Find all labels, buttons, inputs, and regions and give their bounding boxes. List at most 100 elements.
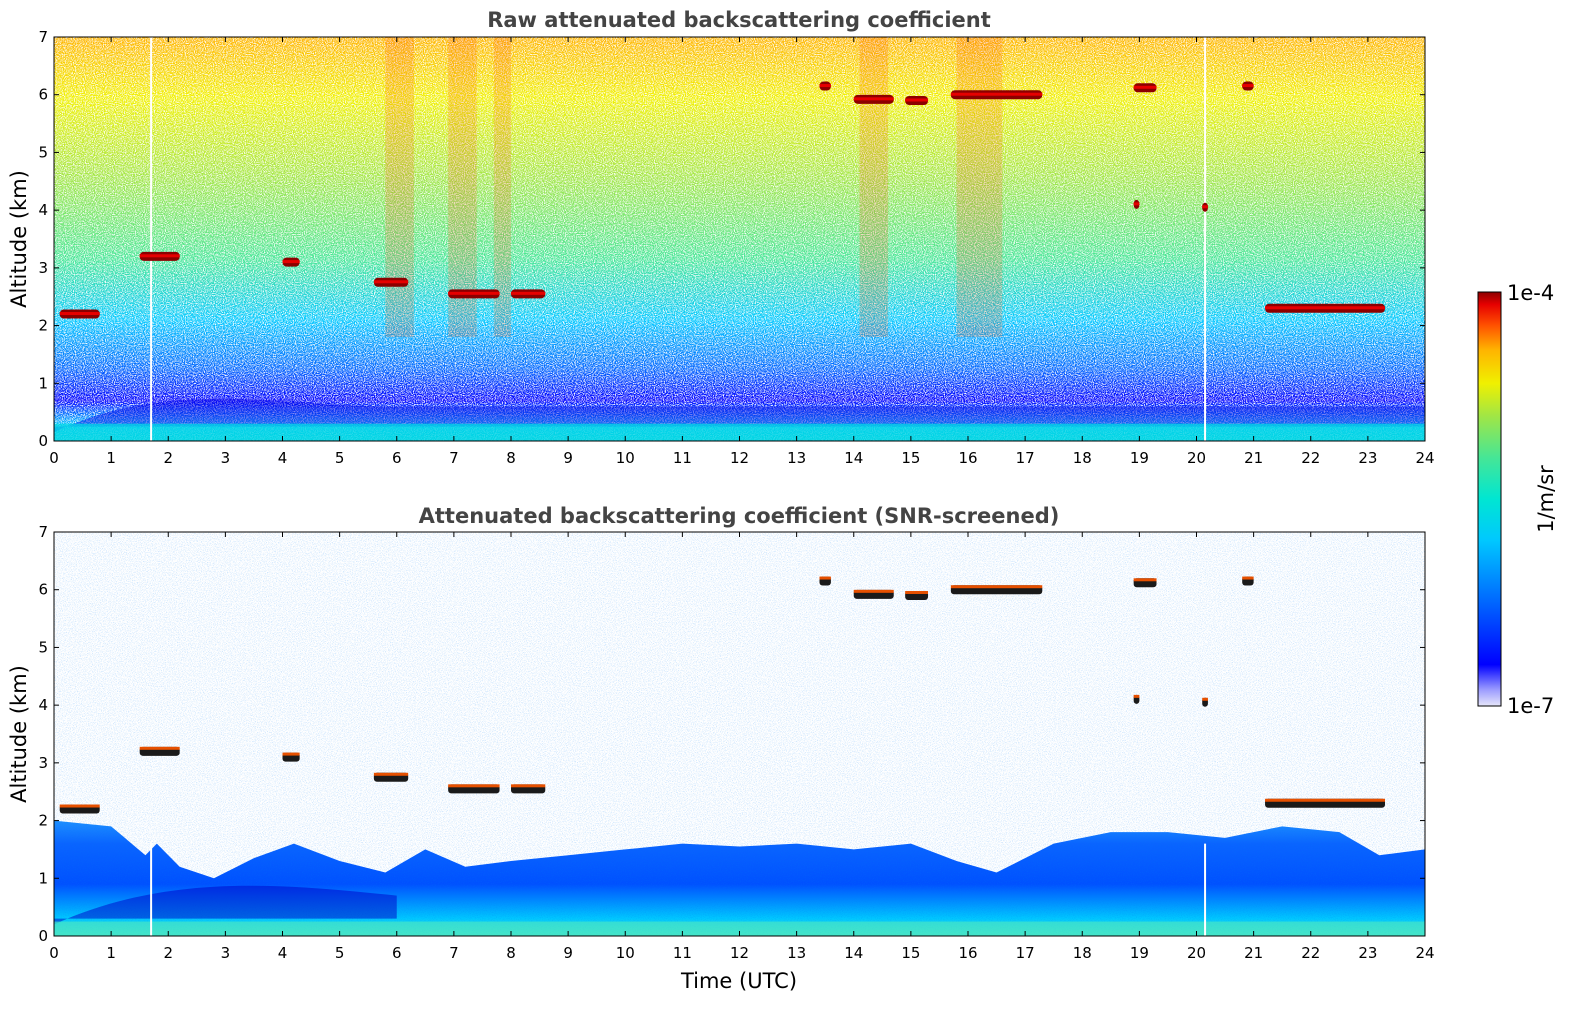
screened-panel-title: Attenuated backscattering coefficient (S…	[419, 504, 1060, 528]
x-tick-label: 24	[1415, 449, 1434, 467]
x-tick-label: 6	[392, 449, 402, 467]
screened-noise	[54, 532, 1425, 936]
x-tick-label: 11	[673, 449, 692, 467]
raw-streaks	[54, 37, 1425, 441]
y-tick-label: 4	[38, 201, 48, 219]
cloud-layer-edge	[819, 576, 831, 580]
x-tick-label: 1	[106, 449, 116, 467]
x-tick-label: 14	[844, 944, 863, 962]
raw-noise	[54, 37, 1425, 441]
x-axis-label: Time (UTC)	[680, 969, 797, 993]
x-tick-label: 12	[730, 944, 749, 962]
y-tick-label: 5	[38, 143, 48, 161]
x-tick-label: 19	[1130, 449, 1149, 467]
cloud-layer-edge	[819, 84, 831, 88]
y-tick-label: 7	[38, 523, 48, 541]
x-tick-label: 2	[163, 944, 173, 962]
cloud-layer-edge	[950, 92, 1043, 96]
x-tick-label: 21	[1244, 449, 1263, 467]
cloud-layer-edge	[1133, 694, 1140, 698]
x-tick-label: 23	[1358, 449, 1377, 467]
y-tick-label: 0	[38, 432, 48, 450]
x-tick-label: 15	[901, 449, 920, 467]
cloud-layer-edge	[448, 291, 500, 295]
x-tick-label: 7	[449, 449, 459, 467]
colorbar: 1e-4 1e-7 1/m/sr	[1477, 281, 1558, 718]
cloud-layer-edge	[282, 752, 300, 756]
cloud-layer-edge	[59, 804, 100, 808]
x-tick-label: 13	[787, 944, 806, 962]
colorbar-bottom-label: 1e-7	[1507, 694, 1554, 718]
colorbar-ramp	[1477, 291, 1502, 707]
cloud-layer-edge	[905, 590, 929, 594]
raw-axes-ticks: 0 1 2 3 4 5 6 7 8 9 10 11 12 13 14 15 16 17 18 19 20 21 22 23 24…	[38, 28, 1434, 467]
x-tick-label: 11	[673, 944, 692, 962]
x-tick-label: 20	[1187, 449, 1206, 467]
x-tick-label: 22	[1301, 944, 1320, 962]
x-tick-label: 3	[221, 449, 231, 467]
y-tick-label: 3	[38, 754, 48, 772]
y-tick-label: 4	[38, 696, 48, 714]
y-tick-label: 6	[38, 581, 48, 599]
x-tick-label: 2	[163, 449, 173, 467]
x-tick-label: 9	[563, 449, 573, 467]
cloud-layer-edge	[1202, 697, 1208, 701]
cloud-layer-edge	[1202, 205, 1208, 209]
colorbar-unit-label: 1/m/sr	[1534, 465, 1558, 533]
x-tick-label: 10	[616, 449, 635, 467]
cloud-layer-edge	[511, 291, 546, 295]
x-tick-label: 17	[1016, 449, 1035, 467]
x-tick-label: 19	[1130, 944, 1149, 962]
screened-y-axis-label: Altitude (km)	[7, 665, 31, 803]
cloud-layer-edge	[1265, 306, 1386, 310]
x-tick-label: 8	[506, 944, 516, 962]
colorbar-top-label: 1e-4	[1507, 281, 1554, 305]
x-tick-label: 6	[392, 944, 402, 962]
x-tick-label: 21	[1244, 944, 1263, 962]
noise-streak	[859, 37, 889, 337]
x-tick-label: 23	[1358, 944, 1377, 962]
x-tick-label: 4	[278, 944, 288, 962]
raw-y-axis-label: Altitude (km)	[7, 170, 31, 308]
cloud-layer-edge	[1133, 202, 1140, 206]
screened-dense-layer	[54, 885, 397, 925]
y-tick-label: 1	[38, 869, 48, 887]
raw-backscatter-panel: 0 1 2 3 4 5 6 7 8 9 10 11 12 13 14 15 16 17 18 19 20 21 22 23 24…	[7, 8, 1435, 467]
x-tick-label: 8	[506, 449, 516, 467]
cloud-layer-edge	[139, 746, 180, 750]
x-tick-label: 17	[1016, 944, 1035, 962]
x-tick-label: 7	[449, 944, 459, 962]
y-tick-label: 3	[38, 259, 48, 277]
x-tick-label: 20	[1187, 944, 1206, 962]
y-tick-label: 5	[38, 638, 48, 656]
x-tick-label: 10	[616, 944, 635, 962]
x-tick-label: 1	[106, 944, 116, 962]
noise-streak	[448, 37, 477, 337]
y-tick-label: 2	[38, 812, 48, 830]
y-tick-label: 7	[38, 28, 48, 46]
x-tick-label: 22	[1301, 449, 1320, 467]
cloud-layer-edge	[1133, 85, 1157, 89]
cloud-layer-edge	[139, 254, 180, 258]
raw-panel-title: Raw attenuated backscattering coefficien…	[487, 8, 991, 32]
cloud-layer-edge	[950, 585, 1043, 589]
cloud-layer-edge	[511, 784, 546, 788]
noise-streak	[493, 37, 511, 337]
x-tick-label: 15	[901, 944, 920, 962]
y-tick-label: 0	[38, 927, 48, 945]
x-tick-label: 24	[1415, 944, 1434, 962]
x-tick-label: 0	[49, 944, 59, 962]
cloud-layer-edge	[59, 312, 100, 316]
cloud-layer-edge	[905, 98, 929, 102]
cloud-layer-edge	[1242, 576, 1254, 580]
screened-axes-ticks: 0 1 2 3 4 5 6 7 8 9 10 11 12 13 14 15 16 17 18 19 20 21 22 23 24…	[38, 523, 1434, 962]
cloud-layer-edge	[853, 97, 894, 101]
x-tick-label: 9	[563, 944, 573, 962]
raw-cloud-layers	[59, 81, 1386, 319]
x-tick-label: 4	[278, 449, 288, 467]
x-tick-label: 16	[958, 944, 977, 962]
y-tick-label: 6	[38, 86, 48, 104]
screened-backscatter-panel: 0 1 2 3 4 5 6 7 8 9 10 11 12 13 14 15 16 17 18 19 20 21 22 23 24…	[7, 504, 1435, 993]
y-tick-label: 2	[38, 317, 48, 335]
